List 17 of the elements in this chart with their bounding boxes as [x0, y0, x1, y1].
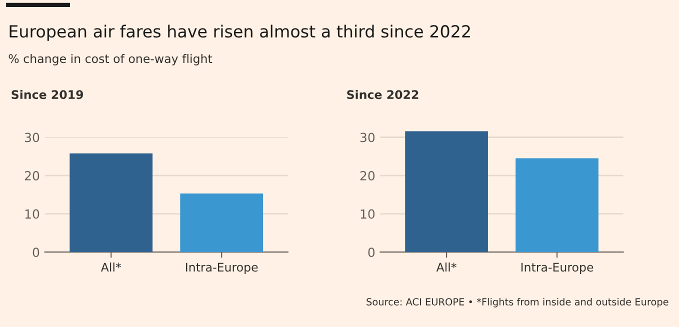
- y-axis-title: Since 2022: [347, 90, 418, 100]
- x-tick-label: All*: [100, 262, 122, 272]
- y-tick-label: 0: [32, 248, 40, 258]
- y-tick-label: 10: [360, 209, 375, 219]
- y-tick-label: 20: [360, 171, 375, 180]
- y-tick-label: 30: [360, 132, 375, 142]
- y-tick-label: 30: [25, 132, 40, 142]
- x-tick-label: All*: [436, 262, 456, 272]
- x-tick-label: Intra-Europe: [186, 262, 258, 274]
- x-tick-label: Intra-Europe: [521, 262, 594, 274]
- y-axis-title: Since 2019: [12, 90, 84, 100]
- chart-subtitle: % change in cost of one-way flight: [8, 54, 212, 66]
- y-tick-label: 10: [25, 209, 40, 219]
- y-tick-label: 20: [24, 171, 40, 180]
- y-tick-label: 0: [368, 248, 375, 258]
- source-note: Source: ACI EUROPE • *Flights from inside and outside Europe: [366, 298, 668, 308]
- chart-title: European air fares have risen almost a third since 2022: [10, 24, 470, 41]
